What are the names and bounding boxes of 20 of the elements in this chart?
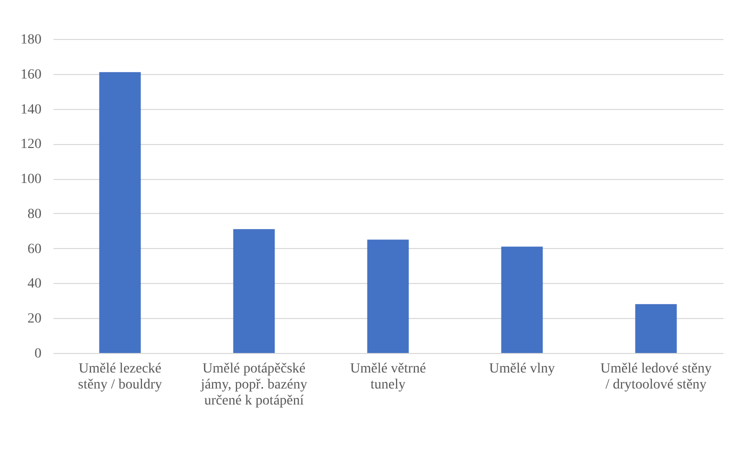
x-tick-label: Umělé ledové stěny / drytoolové stěny	[600, 362, 712, 392]
bar	[501, 246, 543, 353]
y-tick-label: 60	[28, 242, 42, 257]
x-tick-label: Umělé větrné tunely	[350, 362, 426, 392]
bar	[635, 304, 677, 353]
y-tick-label: 160	[20, 67, 42, 82]
bar	[367, 240, 409, 353]
bar	[99, 72, 141, 353]
y-tick-label: 140	[20, 102, 42, 118]
y-tick-label: 40	[28, 276, 42, 292]
y-tick-label: 100	[20, 172, 42, 188]
x-tick-label: Umělé vlny	[489, 362, 555, 376]
x-tick-label: Umělé lezecké stěny / bouldry	[78, 362, 162, 392]
y-tick-label: 20	[28, 312, 42, 327]
y-tick-label: 120	[20, 137, 42, 152]
y-tick-label: 0	[34, 346, 42, 362]
y-tick-label: 180	[20, 32, 42, 48]
bar	[233, 229, 275, 353]
x-tick-label: Umělé potápěčské jámy, popř. bazény určené k potápění	[200, 362, 308, 408]
y-tick-label: 80	[28, 206, 42, 222]
